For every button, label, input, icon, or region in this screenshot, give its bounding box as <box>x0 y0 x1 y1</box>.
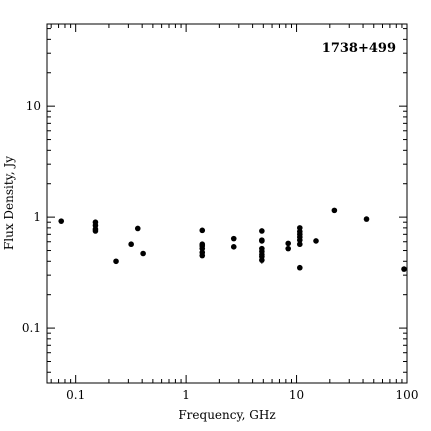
data-point <box>297 264 303 271</box>
data-point <box>230 235 237 242</box>
x-tick-label: 0.1 <box>66 388 85 402</box>
plot-frame <box>46 23 408 384</box>
x-tick-label: 1 <box>182 388 190 402</box>
data-point <box>297 241 303 248</box>
data-point <box>199 252 206 259</box>
data-point <box>199 245 206 252</box>
axis-ticks <box>47 24 408 383</box>
y-tick-label: 0.1 <box>22 321 41 335</box>
x-tick-label: 100 <box>396 388 419 402</box>
data-point <box>230 244 237 250</box>
data-point <box>259 228 265 234</box>
data-point <box>199 227 206 234</box>
tick-labels: 0.1 1 10 100 0.1 1 10 <box>22 99 419 402</box>
y-tick-label: 1 <box>33 210 41 224</box>
data-point <box>128 241 134 248</box>
x-tick-label: 10 <box>289 388 304 402</box>
data-point <box>285 245 291 252</box>
data-point <box>58 218 65 224</box>
y-tick-label: 10 <box>26 99 41 113</box>
data-point <box>313 238 319 244</box>
data-point <box>401 266 407 272</box>
y-axis-title: Flux Density, Jy <box>2 156 16 250</box>
data-points <box>58 207 407 272</box>
data-point <box>363 216 370 222</box>
data-point <box>259 238 265 244</box>
data-point <box>331 207 338 214</box>
data-point <box>297 237 303 243</box>
data-point <box>285 240 291 247</box>
data-point <box>140 250 146 257</box>
data-point <box>259 257 265 263</box>
chart-title: 1738+499 <box>322 41 396 56</box>
data-point <box>134 225 141 232</box>
data-point <box>113 258 119 265</box>
x-axis-title: Frequency, GHz <box>178 408 275 422</box>
data-point <box>92 228 99 234</box>
